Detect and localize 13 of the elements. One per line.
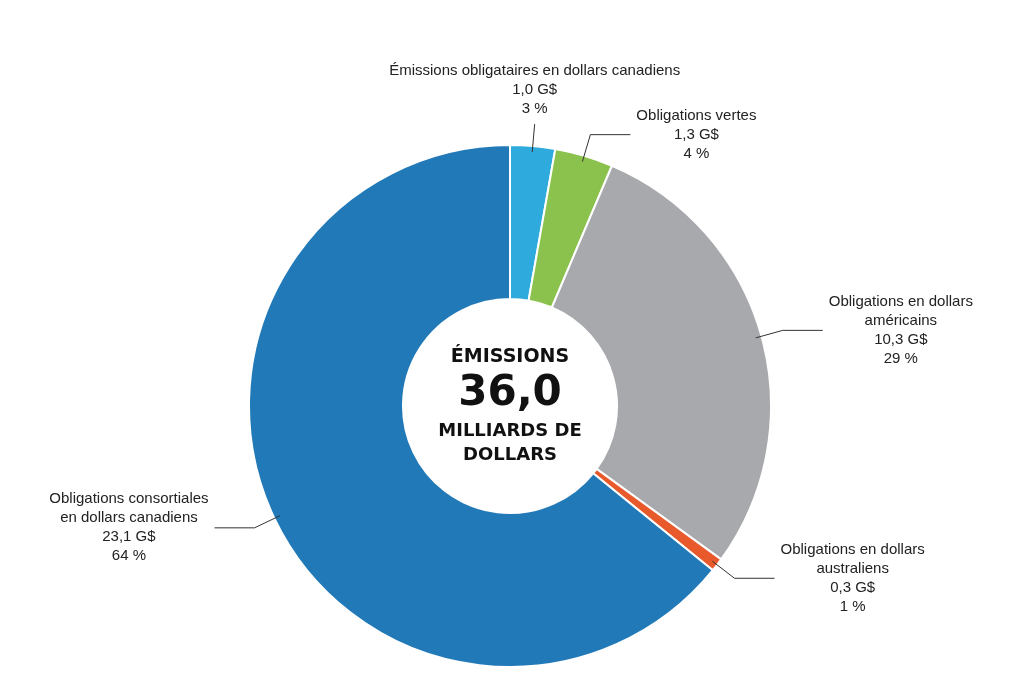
data-label: 1,3 G$ 4 % bbox=[673, 124, 720, 161]
slice-label: Obligations vertes bbox=[636, 105, 757, 123]
text: 36,0 bbox=[458, 365, 562, 415]
slice-label: Obligations en dollars australiens bbox=[780, 539, 925, 576]
slice-label: Émissions obligataires en dollars canadiens bbox=[389, 60, 681, 78]
text: ÉMISSIONS bbox=[450, 343, 570, 366]
text: MILLIARDS DE DOLLARS bbox=[438, 418, 582, 464]
data-label: 23,1 G$ 64 % bbox=[102, 527, 157, 564]
data-label: 0,3 G$ 1 % bbox=[830, 577, 876, 614]
slice-label: Obligations consortiales en dollars canadiens bbox=[49, 489, 209, 526]
data-label: 10,3 G$ 29 % bbox=[874, 330, 929, 367]
slice-label: Obligations en dollars américains bbox=[828, 292, 973, 329]
data-label: 1,0 G$ 3 % bbox=[512, 79, 558, 116]
